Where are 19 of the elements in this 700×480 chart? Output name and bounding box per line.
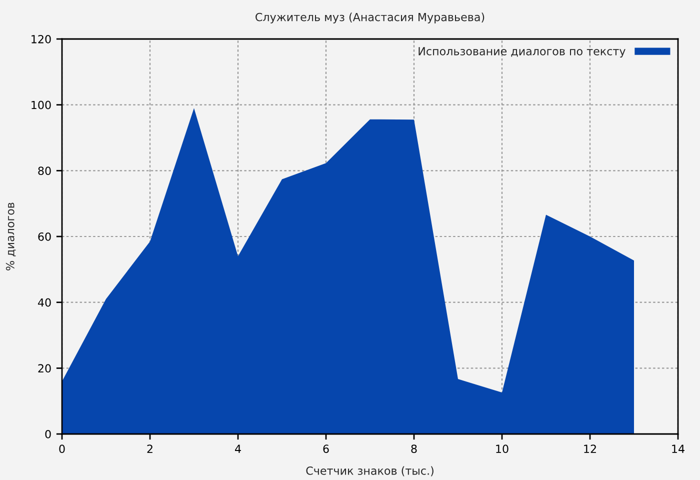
legend-label: Использование диалогов по тексту (418, 47, 626, 58)
x-tick-label: 10 (496, 444, 508, 454)
y-axis-title: % диалогов (6, 202, 16, 270)
y-tick-label: 20 (38, 364, 51, 373)
chart-title: Служитель муз (Анастасия Муравьева) (256, 12, 484, 24)
y-tick-label: 120 (32, 34, 51, 44)
x-tick-label: 0 (59, 444, 65, 454)
y-tick-label: 60 (38, 232, 51, 241)
x-tick-label: 8 (411, 444, 417, 454)
x-tick-label: 6 (323, 444, 329, 454)
y-tick-label: 0 (45, 430, 51, 438)
y-tick-label: 100 (32, 100, 51, 110)
x-tick-label: 12 (584, 444, 596, 453)
x-tick-label: 4 (235, 444, 241, 453)
y-tick-label: 80 (38, 166, 51, 176)
y-tick-label: 40 (38, 298, 51, 307)
x-tick-label: 14 (672, 444, 684, 453)
x-axis-title: Счетчик знаков (тыс.) (306, 466, 434, 476)
x-tick-label: 2 (147, 444, 152, 453)
